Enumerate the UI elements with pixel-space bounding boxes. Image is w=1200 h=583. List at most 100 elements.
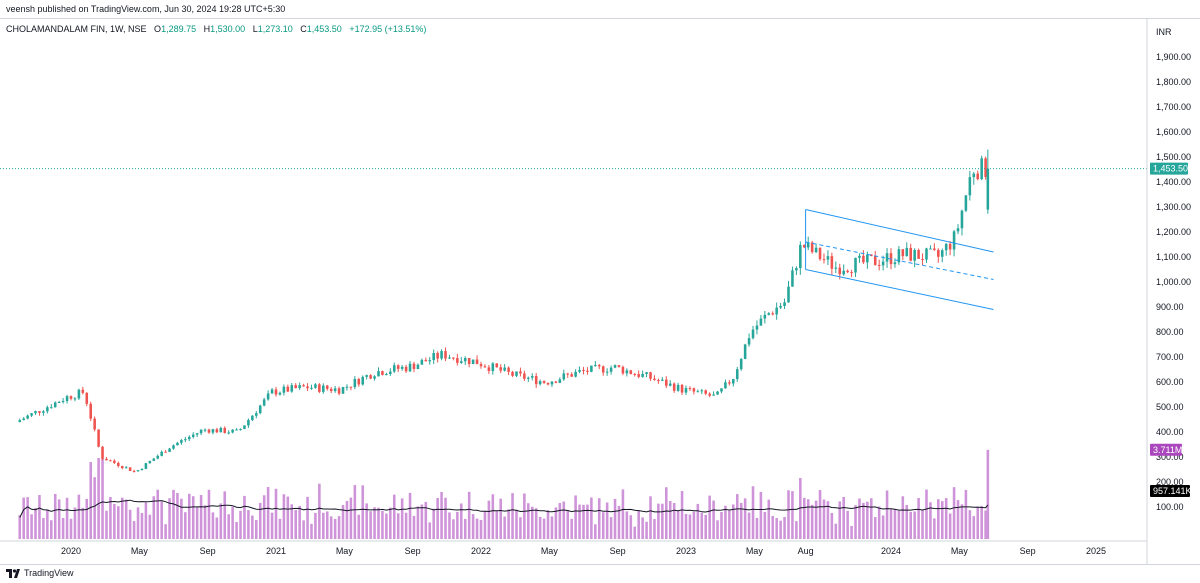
volume-bar (735, 494, 739, 539)
volume-bar (684, 513, 688, 539)
candle-body (266, 393, 270, 400)
candle-body (22, 418, 25, 421)
candle-body (215, 429, 219, 433)
volume-bar (838, 501, 842, 539)
volume-bar (329, 516, 333, 539)
time-tick-label: Sep (1020, 546, 1036, 556)
volume-bar (436, 497, 439, 539)
candle-body (479, 364, 483, 367)
candle-body (605, 371, 609, 373)
volume-bar (751, 486, 755, 539)
volume-bar (558, 503, 562, 539)
channel-upper-line[interactable] (805, 209, 994, 253)
volume-bar (842, 497, 845, 539)
volume-bar (448, 512, 451, 539)
candle-body (846, 270, 849, 273)
volume-bar (986, 449, 990, 539)
candle-body (436, 352, 439, 359)
time-tick-label: May (131, 546, 149, 556)
price-tick-label: 400.00 (1156, 427, 1184, 437)
price-chart[interactable]: INR 1,900.00 1,800.00 1,700.00 1,600.00 1,50… (0, 19, 1200, 566)
candle-body (657, 380, 660, 382)
candle-body (728, 382, 731, 384)
candle-body (763, 314, 767, 319)
volume-bar (270, 512, 274, 539)
volume-bar (172, 489, 175, 539)
volume-bar (771, 516, 775, 539)
candle-body (140, 468, 144, 471)
candle-body (629, 370, 633, 374)
candle-body (716, 391, 719, 395)
candle-body (412, 363, 416, 370)
volume-bar (278, 518, 282, 539)
volume-bar (775, 518, 778, 539)
time-axis[interactable]: 2020 May Sep 2021 May Sep 2022 May Sep 2023 May Aug… (0, 540, 1147, 556)
tradingview-logo[interactable]: TradingView (6, 568, 74, 578)
candle-body (207, 429, 211, 433)
candle-body (743, 344, 747, 360)
candle-body (73, 398, 77, 400)
candle-body (586, 370, 589, 372)
volume-bar (952, 487, 956, 539)
candle-body (578, 369, 581, 372)
candle-body (314, 384, 317, 388)
volume-bar (901, 496, 905, 539)
price-tick-label: 600.00 (1156, 377, 1184, 387)
channel-mid-line[interactable] (805, 241, 994, 280)
candle-body (255, 413, 258, 416)
candle-body (802, 244, 806, 248)
candle-body (333, 388, 337, 392)
volume-ma-label: 957.141K (1153, 486, 1192, 496)
candle-body (842, 270, 845, 275)
volume-bar (594, 524, 597, 539)
candle-body (77, 389, 81, 399)
chart-area[interactable]: INR 1,900.00 1,800.00 1,700.00 1,600.00 1,50… (0, 18, 1200, 566)
volume-bar (948, 513, 952, 539)
candle-body (243, 425, 246, 430)
volume-bar (132, 521, 136, 539)
candle-body (337, 388, 341, 394)
candle-body (582, 369, 585, 371)
candle-body (609, 367, 613, 372)
price-tick-label: 1,900.00 (1156, 52, 1191, 62)
volume-bar (428, 522, 432, 539)
candle-body (203, 429, 207, 431)
volume-bar (467, 491, 471, 539)
channel-lower-line[interactable] (805, 269, 994, 310)
candle-body (601, 366, 605, 373)
candle-body (546, 382, 550, 385)
candle-body (160, 451, 163, 456)
volume-bar (732, 504, 735, 539)
candle-body (389, 371, 392, 375)
volume-bar (937, 499, 940, 539)
candle-body (534, 376, 538, 385)
publish-bar: veensh published on TradingView.com, Jun… (0, 0, 1200, 18)
volume-bar (728, 510, 731, 539)
volume-bar (81, 507, 85, 539)
candle-body (676, 384, 680, 391)
published-text: veensh published on TradingView.com, Jun… (6, 4, 286, 14)
volume-bar (152, 496, 156, 539)
volume-bar (50, 520, 53, 539)
candle-body (767, 313, 771, 315)
candle-body (613, 365, 617, 368)
candle-body (881, 261, 885, 266)
volume-bar (22, 497, 25, 539)
volume-bar (215, 517, 219, 539)
candle-body (503, 367, 506, 371)
candle-body (191, 434, 195, 437)
candle-body (901, 249, 905, 257)
price-axis[interactable]: INR 1,900.00 1,800.00 1,700.00 1,600.00 1,50… (1146, 19, 1192, 566)
candle-body (834, 267, 838, 269)
volume-bar (282, 494, 286, 539)
volume-bar (148, 514, 152, 539)
candle-body (877, 264, 881, 266)
candle-body (258, 405, 262, 414)
candle-body (392, 365, 396, 372)
volume-bar (724, 505, 727, 539)
volume-bar (554, 507, 558, 539)
candle-body (180, 440, 183, 443)
candle-body (893, 262, 897, 265)
candle-body (136, 470, 140, 472)
volume-bar (456, 511, 459, 539)
